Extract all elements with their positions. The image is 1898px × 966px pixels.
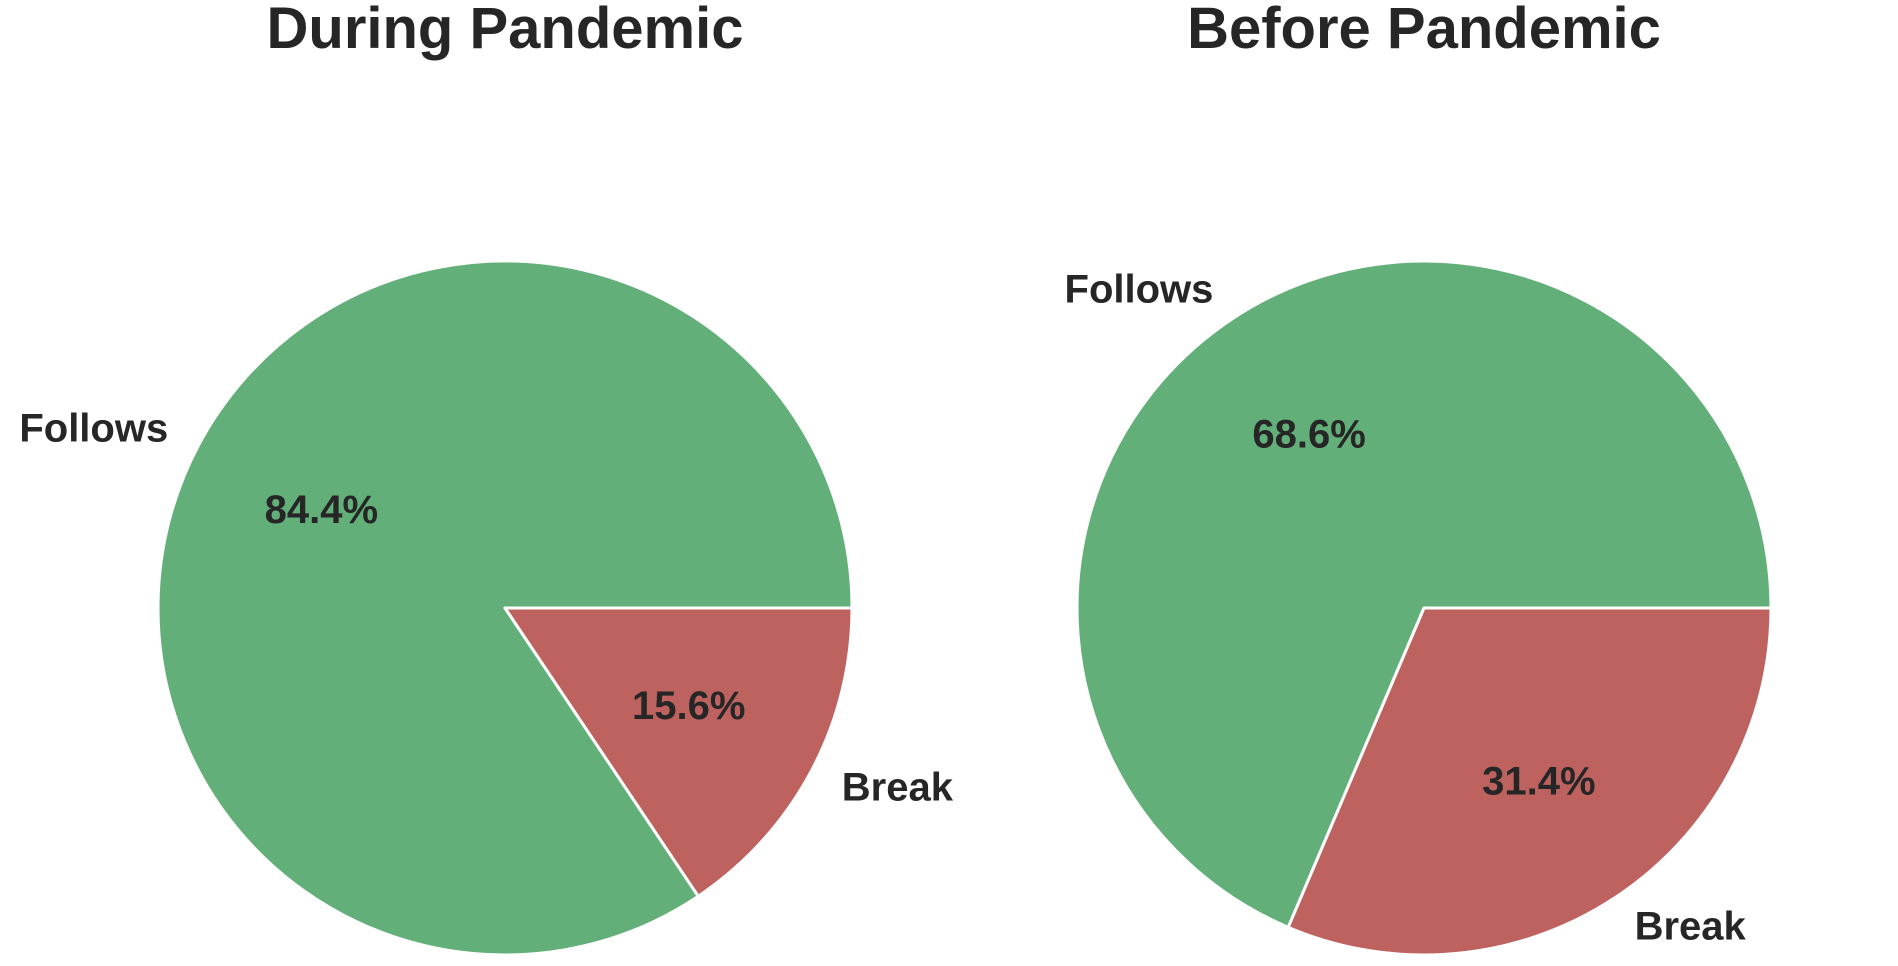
- slice-label-break: Break: [1635, 904, 1747, 948]
- pie-chart-before-pandemic: Before Pandemic Follows 68.6% Break 31.4%: [1065, 0, 1773, 957]
- slice-percent-break: 31.4%: [1482, 760, 1595, 804]
- pie-slice-break: [1286, 606, 1773, 957]
- pie-labels: Follows 84.4% Break 15.6%: [19, 406, 953, 809]
- slice-label-follows: Follows: [19, 406, 168, 450]
- chart-title: Before Pandemic: [1187, 0, 1661, 61]
- chart-title: During Pandemic: [267, 0, 744, 61]
- pie-slices: [156, 259, 854, 957]
- pie-slice-break: [503, 606, 854, 898]
- slice-label-follows: Follows: [1065, 268, 1214, 312]
- pie-slice-follows: [1075, 259, 1773, 929]
- slice-percent-follows: 84.4%: [265, 488, 378, 532]
- pie-chart-during-pandemic: During Pandemic Follows 84.4% Break 15.6%: [19, 0, 954, 957]
- pie-slices: [1075, 259, 1773, 957]
- pie-labels: Follows 68.6% Break 31.4%: [1065, 268, 1747, 949]
- slice-percent-break: 15.6%: [632, 684, 745, 728]
- slice-percent-follows: 68.6%: [1252, 412, 1365, 456]
- slice-label-break: Break: [842, 766, 954, 810]
